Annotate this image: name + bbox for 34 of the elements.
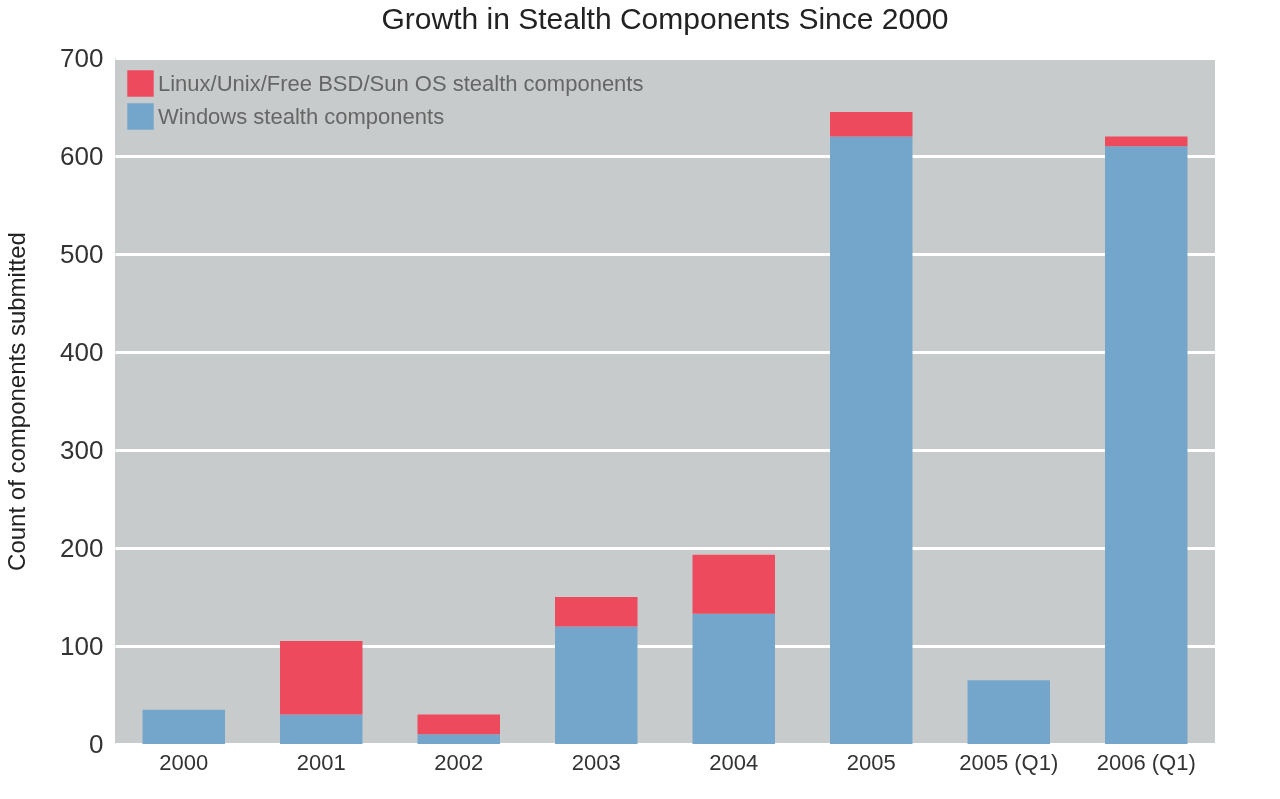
bar — [830, 111, 913, 137]
y-tick-label: 600 — [60, 140, 104, 171]
legend-label: Linux/Unix/Free BSD/Sun OS stealth components — [158, 70, 644, 96]
bar — [555, 597, 638, 627]
bar — [830, 136, 913, 744]
x-tick-label: 2006 (Q1) — [1096, 749, 1196, 775]
y-axis-title: Count of components submitted — [3, 232, 31, 571]
y-tick-label: 100 — [60, 630, 104, 661]
y-tick-label: 200 — [60, 532, 104, 563]
legend-label: Windows stealth components — [158, 103, 445, 129]
x-tick-label: 2005 (Q1) — [959, 749, 1059, 775]
x-tick-label: 2002 — [434, 749, 484, 775]
bar — [280, 641, 363, 715]
bar — [692, 554, 775, 614]
x-tick-label: 2005 — [846, 749, 896, 775]
y-tick-label: 500 — [60, 238, 104, 269]
bar — [280, 714, 363, 744]
x-tick-label: 2004 — [709, 749, 759, 775]
bar — [555, 626, 638, 744]
x-tick-label: 2000 — [159, 749, 209, 775]
bar — [142, 709, 225, 744]
bar — [1105, 136, 1188, 147]
chart-title: Growth in Stealth Components Since 2000 — [381, 2, 949, 35]
y-tick-label: 300 — [60, 434, 104, 465]
bar — [417, 714, 500, 735]
bar — [692, 613, 775, 744]
y-tick-label: 0 — [89, 728, 104, 759]
y-tick-label: 700 — [60, 42, 104, 73]
x-tick-label: 2003 — [571, 749, 621, 775]
x-tick-label: 2001 — [296, 749, 346, 775]
bar — [967, 680, 1050, 744]
bar — [1105, 146, 1188, 744]
bar — [417, 734, 500, 744]
y-tick-label: 400 — [60, 336, 104, 367]
